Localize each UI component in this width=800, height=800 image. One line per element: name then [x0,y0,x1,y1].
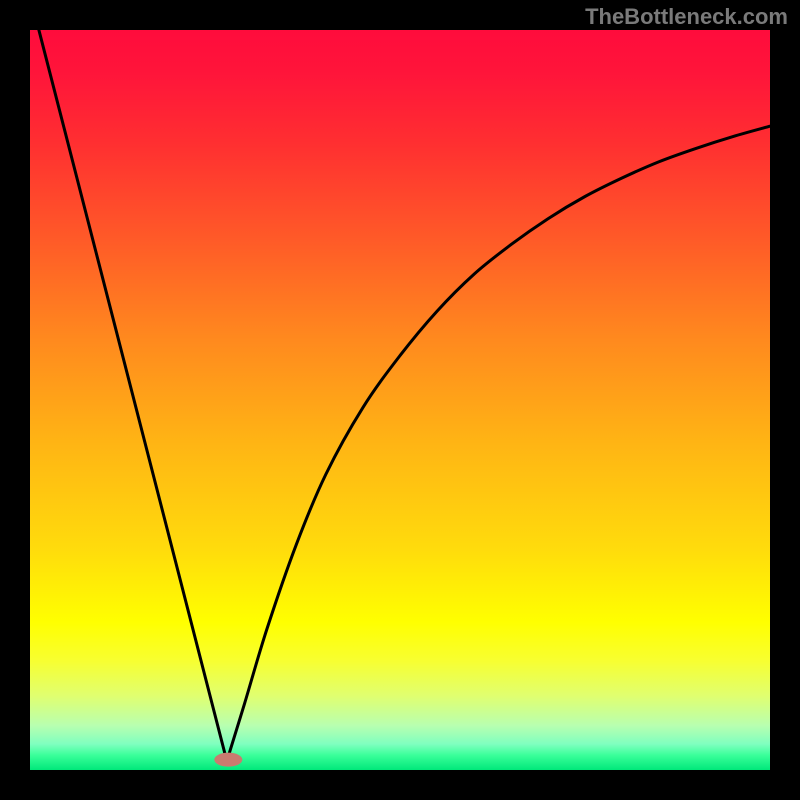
chart-container: TheBottleneck.com [0,0,800,800]
watermark-text: TheBottleneck.com [585,4,788,30]
minimum-marker [214,753,242,767]
plot-background [30,30,770,770]
bottleneck-chart [0,0,800,800]
